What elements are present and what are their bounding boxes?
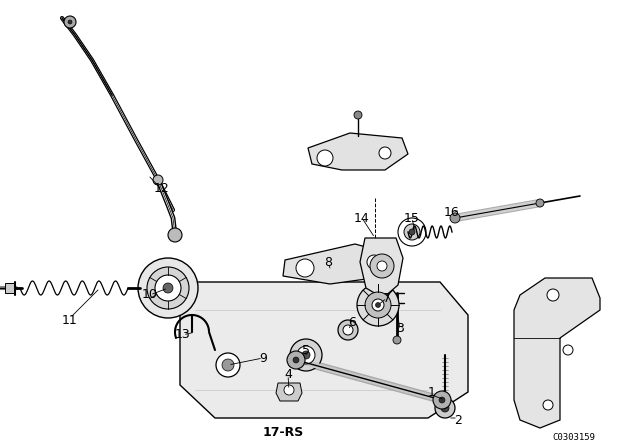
Text: 5: 5 xyxy=(302,344,310,357)
Circle shape xyxy=(357,284,399,326)
Text: 6: 6 xyxy=(348,316,356,329)
Circle shape xyxy=(404,224,420,240)
Text: 15: 15 xyxy=(404,211,420,224)
Polygon shape xyxy=(283,244,392,284)
Circle shape xyxy=(290,339,322,371)
Circle shape xyxy=(536,199,544,207)
Circle shape xyxy=(372,299,384,311)
Text: 10: 10 xyxy=(142,289,158,302)
Circle shape xyxy=(302,351,310,359)
Circle shape xyxy=(317,150,333,166)
Circle shape xyxy=(163,283,173,293)
Text: 16: 16 xyxy=(444,207,460,220)
Circle shape xyxy=(435,398,455,418)
Circle shape xyxy=(409,229,415,235)
Circle shape xyxy=(68,20,72,24)
Circle shape xyxy=(563,345,573,355)
Circle shape xyxy=(379,147,391,159)
Text: 12: 12 xyxy=(154,181,170,194)
Text: C0303159: C0303159 xyxy=(552,433,595,442)
Circle shape xyxy=(354,111,362,119)
Circle shape xyxy=(297,346,315,364)
Text: 1: 1 xyxy=(428,385,436,399)
Circle shape xyxy=(155,275,181,301)
Circle shape xyxy=(450,213,460,223)
Circle shape xyxy=(377,261,387,271)
Text: 14: 14 xyxy=(354,211,370,224)
Circle shape xyxy=(293,357,299,363)
Text: 11: 11 xyxy=(62,314,78,327)
Circle shape xyxy=(168,228,182,242)
Polygon shape xyxy=(514,278,600,428)
Text: 2: 2 xyxy=(454,414,462,426)
Circle shape xyxy=(543,400,553,410)
Polygon shape xyxy=(5,283,14,293)
Polygon shape xyxy=(180,282,468,418)
Circle shape xyxy=(338,320,358,340)
Circle shape xyxy=(64,16,76,28)
Circle shape xyxy=(441,404,449,412)
Circle shape xyxy=(439,397,445,403)
Circle shape xyxy=(393,336,401,344)
Circle shape xyxy=(433,391,451,409)
Circle shape xyxy=(367,255,381,269)
Text: 4: 4 xyxy=(284,369,292,382)
Polygon shape xyxy=(360,238,403,298)
Polygon shape xyxy=(276,383,302,401)
Text: 3: 3 xyxy=(396,322,404,335)
Circle shape xyxy=(370,254,394,278)
Circle shape xyxy=(287,351,305,369)
Circle shape xyxy=(376,302,381,307)
Circle shape xyxy=(222,359,234,371)
Text: 8: 8 xyxy=(324,257,332,270)
Polygon shape xyxy=(308,133,408,170)
Text: 7: 7 xyxy=(383,292,391,305)
Circle shape xyxy=(153,175,163,185)
Circle shape xyxy=(547,289,559,301)
Circle shape xyxy=(343,325,353,335)
Circle shape xyxy=(138,258,198,318)
Circle shape xyxy=(216,353,240,377)
Circle shape xyxy=(147,267,189,309)
Circle shape xyxy=(365,292,391,318)
Circle shape xyxy=(284,385,294,395)
Text: 13: 13 xyxy=(175,328,191,341)
Circle shape xyxy=(296,259,314,277)
Text: 17-RS: 17-RS xyxy=(262,426,303,439)
Text: 9: 9 xyxy=(259,352,267,365)
